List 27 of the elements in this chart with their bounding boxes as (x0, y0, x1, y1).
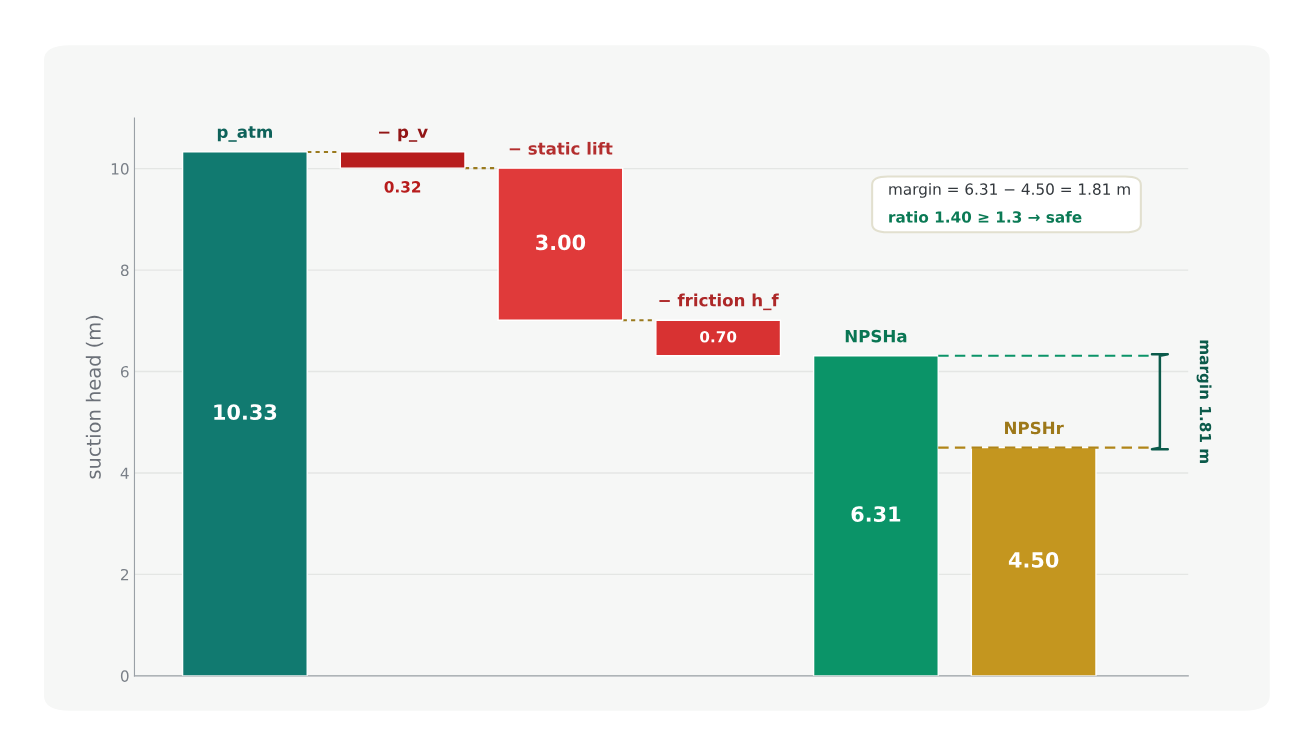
y-tick-label: 6 (120, 366, 129, 378)
bar (655, 319, 782, 357)
y-axis-title: suction head (m) (85, 315, 104, 479)
data-label: 0.70 (700, 330, 737, 343)
x-tick-label: − p_v (378, 128, 428, 142)
data-label: 10.33 (214, 404, 277, 420)
y-tick-label: 10 (111, 163, 129, 175)
annotation: margin = 6.31 − 4.50 = 1.81 m (889, 183, 1130, 198)
x-tick-label: − static lift (509, 141, 613, 155)
data-label: 6.31 (851, 506, 901, 522)
bar (181, 151, 308, 676)
bar (497, 167, 624, 322)
text: margin 1.81 m (1196, 340, 1212, 464)
bar (970, 446, 1097, 676)
y-tick-label: 0 (120, 670, 129, 682)
data-label: 4.50 (1008, 552, 1059, 568)
x-tick-label: − friction h_f (659, 293, 779, 311)
bar (339, 151, 466, 169)
x-tick-label: p_atm (217, 126, 272, 142)
annotation: ratio 1.40 ≥ 1.3 → safe (889, 210, 1082, 223)
y-tick-label: 4 (120, 467, 129, 479)
y-tick-label: 2 (121, 568, 129, 581)
x-tick-label: NPSHr (1005, 421, 1064, 435)
data-label: 3.00 (536, 234, 586, 251)
x-tick-label: NPSHa (845, 329, 907, 343)
data-label: 0.32 (384, 181, 421, 193)
y-tick-label: 8 (120, 264, 129, 277)
